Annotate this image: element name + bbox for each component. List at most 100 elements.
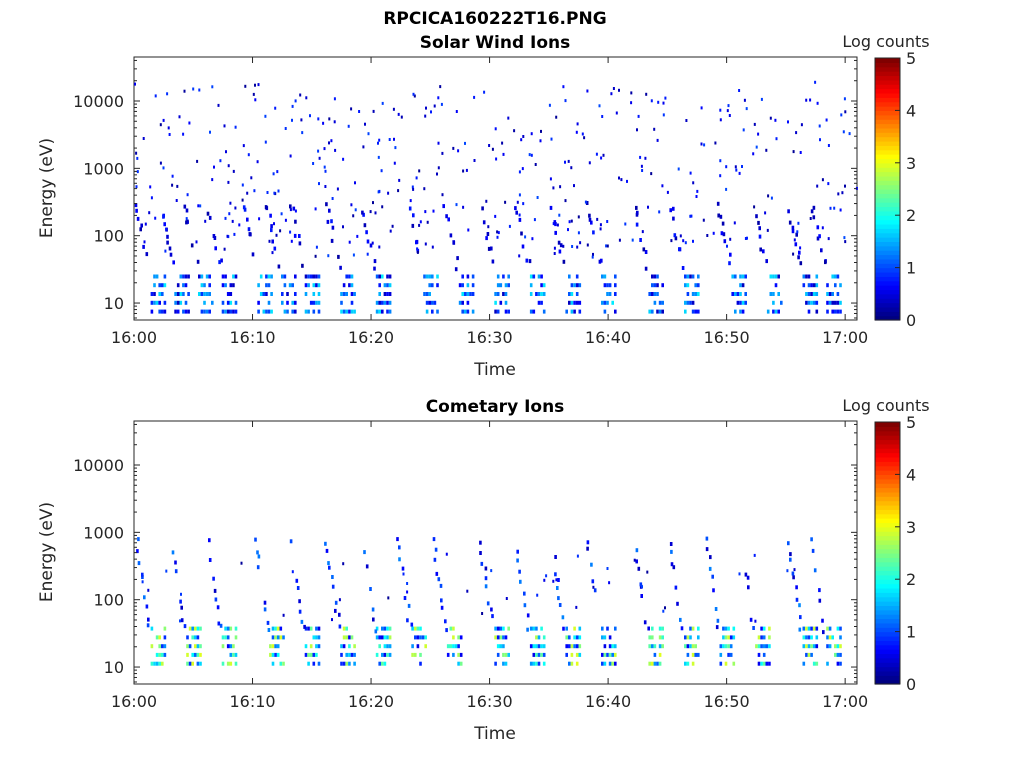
heatmap-cell	[689, 635, 692, 640]
heatmap-cell	[165, 569, 168, 573]
heatmap-cell	[540, 292, 543, 296]
heatmap-cell	[556, 223, 559, 227]
colorbar-segment	[875, 635, 900, 641]
heatmap-cell	[532, 626, 536, 631]
heatmap-cell	[826, 300, 829, 305]
heatmap-cell	[535, 644, 538, 649]
y-tick-label: 1000	[83, 523, 124, 542]
heatmap-cell	[641, 230, 644, 234]
heatmap-cell	[530, 132, 533, 136]
heatmap-cell	[502, 274, 505, 279]
heatmap-cell	[532, 661, 536, 666]
heatmap-cell	[423, 292, 426, 296]
heatmap-cell	[481, 612, 484, 615]
heatmap-cell	[586, 546, 589, 551]
heatmap-cell	[372, 201, 374, 205]
heatmap-cell	[224, 635, 227, 640]
heatmap-cell	[328, 141, 330, 145]
heatmap-cell	[345, 274, 348, 279]
heatmap-cell	[827, 144, 830, 147]
colorbar-segment	[875, 504, 900, 510]
heatmap-cell	[416, 626, 420, 631]
heatmap-cell	[513, 129, 516, 133]
heatmap-cell	[836, 644, 840, 649]
heatmap-cell	[410, 622, 414, 627]
heatmap-cell	[777, 309, 780, 314]
heatmap-cell	[577, 231, 580, 235]
colorbar-frame	[874, 421, 901, 685]
heatmap-cell	[535, 635, 538, 640]
heatmap-cell	[462, 205, 465, 209]
heatmap-cell	[792, 575, 795, 580]
heatmap-cell	[573, 184, 575, 188]
heatmap-cell	[315, 644, 318, 649]
heatmap-cell	[633, 558, 636, 562]
heatmap-cell	[518, 170, 521, 174]
heatmap-cell	[815, 300, 819, 305]
heatmap-cell	[221, 274, 225, 279]
colorbar-segment	[875, 162, 900, 168]
colorbar-segment	[875, 114, 900, 120]
heatmap-cell	[603, 644, 607, 649]
heatmap-cell	[772, 292, 775, 296]
heatmap-cell	[219, 159, 222, 163]
heatmap-cell	[174, 560, 177, 565]
heatmap-cell	[614, 274, 617, 279]
heatmap-cell	[529, 309, 533, 314]
heatmap-cell	[452, 652, 455, 657]
heatmap-cell	[839, 661, 842, 666]
heatmap-cell	[383, 661, 387, 666]
heatmap-cell	[266, 620, 270, 625]
heatmap-cell	[473, 95, 476, 99]
heatmap-cell	[658, 210, 661, 214]
heatmap-cell	[518, 213, 521, 217]
heatmap-cell	[142, 244, 145, 249]
heatmap-cell	[812, 283, 816, 288]
heatmap-cell	[789, 552, 792, 557]
heatmap-cell	[772, 309, 775, 314]
heatmap-cell	[421, 635, 425, 640]
heatmap-cell	[610, 92, 613, 96]
heatmap-cell	[244, 84, 247, 88]
heatmap-cell	[191, 652, 194, 657]
heatmap-cell	[174, 309, 177, 314]
heatmap-cell	[375, 274, 379, 279]
heatmap-cell	[256, 565, 260, 570]
heatmap-cell	[337, 254, 340, 259]
heatmap-cell	[175, 199, 178, 202]
heatmap-cell	[233, 232, 236, 236]
heatmap-cell	[317, 644, 321, 649]
heatmap-cell	[787, 209, 790, 214]
heatmap-cell	[714, 141, 717, 145]
heatmap-cell	[432, 209, 435, 213]
heatmap-cell	[738, 89, 741, 92]
heatmap-cell	[834, 300, 837, 305]
heatmap-cell	[642, 247, 646, 252]
heatmap-cell	[731, 274, 734, 279]
heatmap-cell	[425, 292, 429, 296]
heatmap-cell	[766, 228, 769, 232]
heatmap-cell	[738, 171, 741, 175]
heatmap-cell	[603, 309, 607, 314]
heatmap-cell	[161, 283, 164, 288]
heatmap-cell	[639, 155, 642, 159]
colorbar-segment	[875, 206, 900, 212]
heatmap-cell	[522, 202, 525, 206]
heatmap-cell	[271, 251, 274, 255]
heatmap-cell	[150, 661, 154, 666]
heatmap-cell	[419, 652, 422, 657]
heatmap-cell	[529, 283, 533, 288]
colorbar-segment	[875, 258, 900, 264]
heatmap-cell	[502, 152, 505, 156]
heatmap-cell	[685, 119, 688, 122]
heatmap-cell	[540, 626, 543, 631]
heatmap-cell	[234, 652, 238, 657]
heatmap-cell	[694, 292, 697, 296]
heatmap-cell	[651, 661, 654, 666]
heatmap-cell	[578, 652, 582, 657]
heatmap-cell	[149, 185, 152, 189]
heatmap-cell	[717, 213, 720, 218]
heatmap-cell	[250, 176, 253, 180]
heatmap-cell	[568, 661, 571, 666]
heatmap-cell	[411, 644, 414, 649]
